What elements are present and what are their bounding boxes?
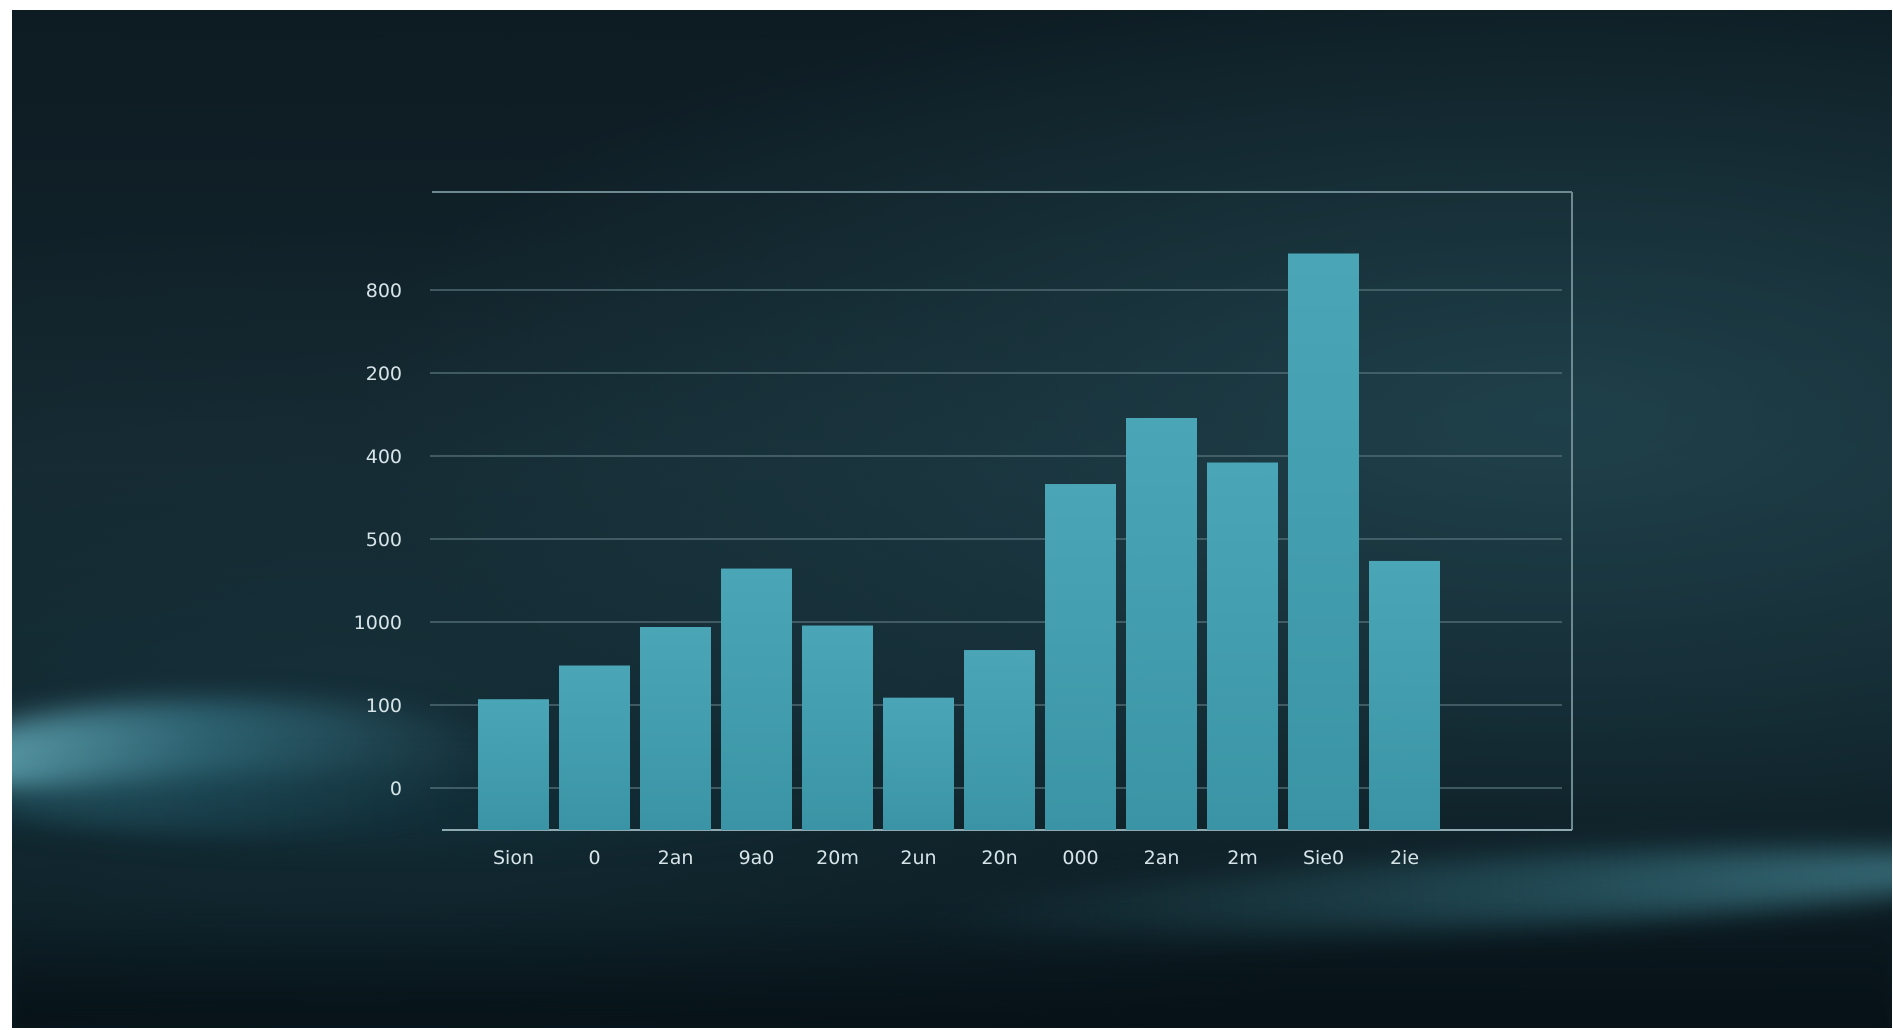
bar-11 [1288,253,1359,831]
y-tick-label: 0 [390,778,402,800]
bar-12 [1369,560,1440,830]
chart-canvas: 800 200 400 500 1000 100 0 Sion 0 2an 9a0 20m 2un 20… [12,10,1892,1028]
y-tick-label: 1000 [354,612,402,634]
bar-cap-4 [721,568,792,572]
bar-cap-10 [1207,462,1278,466]
bar-cap-9 [1126,417,1197,421]
plot-frame [432,191,1573,830]
y-tick-label: 800 [366,280,402,302]
x-tick-label: 000 [1062,847,1098,869]
bar-cap-1 [478,699,549,703]
y-tick-label: 500 [366,529,402,551]
x-tick-label: Sie0 [1303,847,1344,869]
x-axis-ticks: Sion 0 2an 9a0 20m 2un 20n 000 2an 2m Sie0 2ie [493,847,1419,869]
bars [478,253,1440,831]
y-tick-label: 400 [366,446,402,468]
x-tick-label: 2an [1144,847,1180,869]
x-tick-label: 2un [900,847,936,869]
y-tick-label: 200 [366,363,402,385]
x-tick-label: 0 [588,847,600,869]
bar-1 [478,699,549,830]
bar-4 [721,568,792,830]
bar-cap-3 [640,627,711,631]
bar-cap-8 [1045,484,1116,488]
bar-8 [1045,484,1116,830]
bar-cap-7 [964,650,1035,654]
x-tick-label: 20n [981,847,1017,869]
x-tick-label: 20m [816,847,859,869]
bar-6 [883,697,954,830]
bar-cap-12 [1369,560,1440,564]
x-tick-label: 2ie [1390,847,1419,869]
bar-cap-11 [1288,253,1359,257]
bar-cap-2 [559,665,630,669]
x-tick-label: Sion [493,847,534,869]
bar-cap-5 [802,625,873,629]
bar-5 [802,625,873,830]
bar-3 [640,627,711,830]
x-tick-label: 9a0 [739,847,775,869]
y-tick-label: 100 [366,695,402,717]
bar-9 [1126,417,1197,830]
bar-10 [1207,462,1278,830]
x-tick-label: 2an [658,847,694,869]
x-tick-label: 2m [1227,847,1258,869]
bar-cap-6 [883,697,954,701]
bar-7 [964,650,1035,830]
bar-2 [559,665,630,830]
